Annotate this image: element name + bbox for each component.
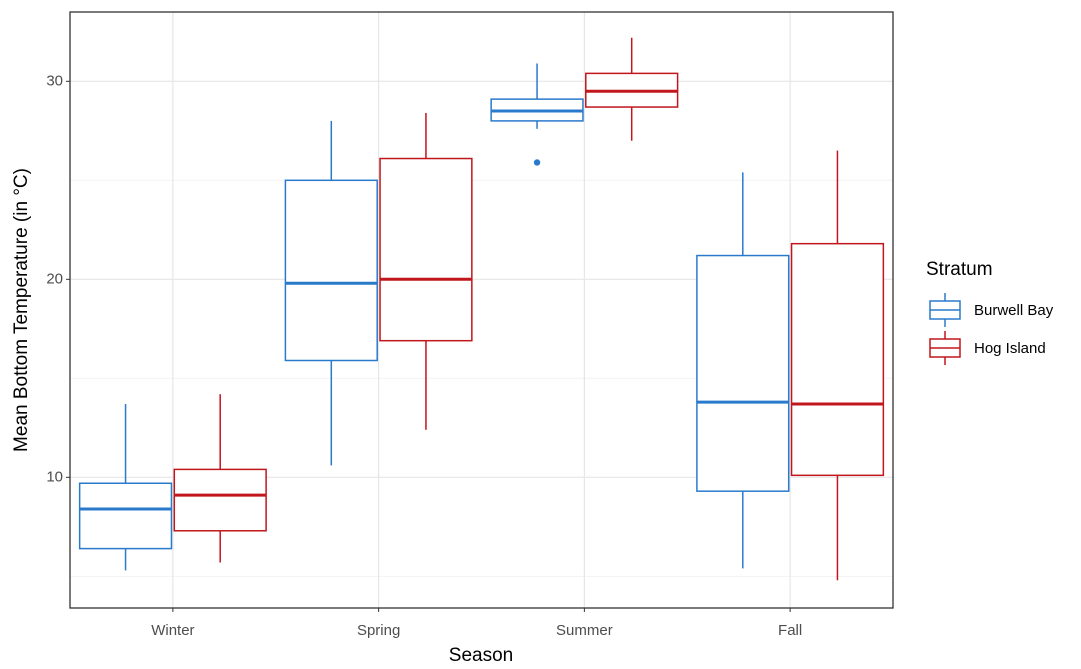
y-tick-label: 20 [46,270,63,287]
box [284,120,378,466]
box [173,394,267,563]
panel-border [69,11,894,609]
x-tick-label: Spring [357,622,400,639]
legend-label: Hog Island [974,340,1046,357]
outlier [533,159,541,166]
box [696,172,790,569]
box-body [284,179,378,362]
box-body [696,254,790,492]
box [78,404,173,571]
x-tick-label: Summer [556,622,613,639]
y-tick-label: 10 [46,468,63,485]
x-tick-label: Fall [778,622,802,639]
legend-item: Burwell Bay [929,293,1054,327]
box-body [790,242,885,477]
legend-title: Stratum [926,259,993,280]
legend-item: Hog Island [929,331,1046,365]
box-body [78,482,173,550]
box [379,112,473,430]
box-body [173,468,267,532]
box [490,63,584,166]
box [790,150,885,581]
y-tick-label: 30 [46,72,63,89]
box-body [379,157,473,342]
x-axis-title: Season [449,645,513,666]
legend-label: Burwell Bay [974,302,1054,319]
y-axis-title: Mean Bottom Temperature (in °C) [11,168,32,452]
box [585,37,679,141]
x-tick-label: Winter [151,622,194,639]
